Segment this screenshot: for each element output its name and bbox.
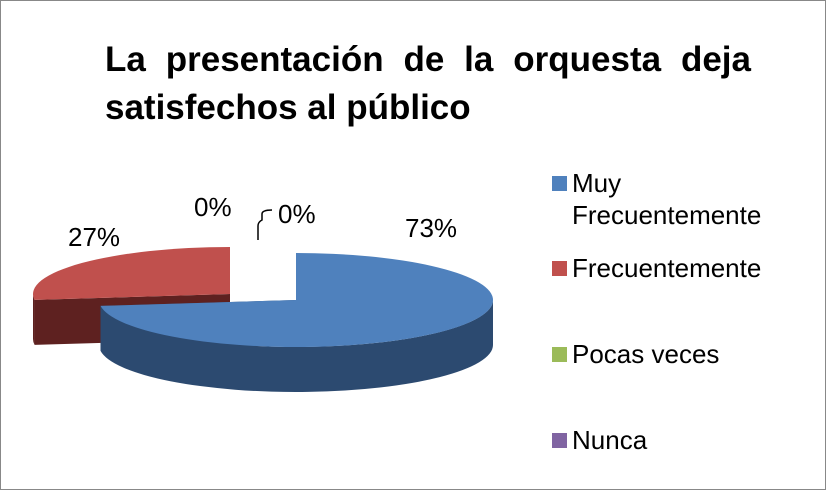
legend-label: Muy Frecuentemente: [572, 168, 762, 230]
slice: [33, 247, 231, 300]
leader-line: [257, 209, 273, 240]
legend-swatch: [552, 347, 567, 362]
data-label: 73%: [405, 213, 457, 243]
data-label: 0%: [194, 192, 232, 222]
legend-label: Pocas veces: [572, 339, 720, 369]
slice-side: [100, 300, 493, 392]
legend-label: Nunca: [572, 425, 648, 455]
legend-label: Frecuentemente: [572, 253, 762, 283]
data-label: 27%: [68, 222, 120, 252]
legend-swatch: [552, 261, 567, 276]
slice-side: [33, 294, 35, 345]
chart-title: La presentación de la orquesta deja sati…: [105, 40, 751, 127]
data-label: 0%: [278, 199, 316, 229]
legend-swatch: [552, 433, 567, 448]
slice: [100, 253, 493, 347]
legend-swatch: [552, 176, 567, 191]
